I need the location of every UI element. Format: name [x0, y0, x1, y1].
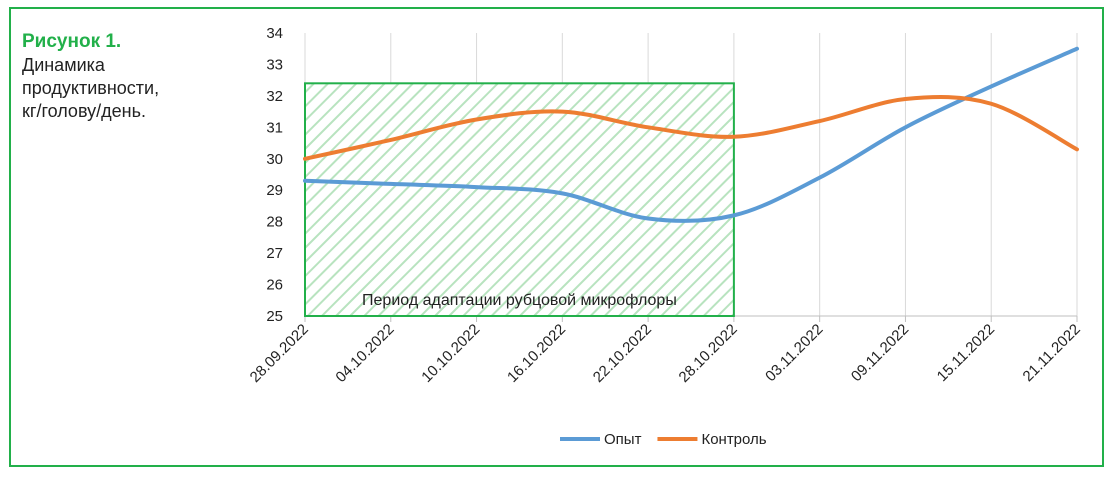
y-tick-label: 30 — [266, 151, 283, 168]
highlight-region — [304, 82, 735, 317]
y-tick-label: 33 — [266, 56, 283, 73]
x-tick-label: 04.10.2022 — [332, 321, 397, 386]
x-tick-label: 10.10.2022 — [418, 321, 483, 386]
figure-label: Рисунок 1. — [22, 31, 121, 52]
plot: 28.09.2022 04.10.2022 10.10.2022 16.10.2022… — [247, 25, 1084, 448]
x-tick-label: 22.10.2022 — [590, 321, 655, 386]
y-tick-label: 28 — [266, 214, 283, 231]
caption-line: продуктивности, — [22, 78, 159, 98]
caption-line: кг/голову/день. — [22, 101, 146, 121]
caption-line: Динамика — [22, 55, 106, 75]
frame — [9, 7, 1104, 467]
x-tick-label: 28.10.2022 — [676, 321, 741, 386]
y-tick-label: 31 — [266, 119, 283, 136]
highlight-label: Период адаптации рубцовой микрофлоры — [362, 292, 677, 309]
x-tick-label: 03.11.2022 — [762, 321, 826, 385]
y-tick-label: 27 — [266, 245, 283, 262]
y-tick-label: 29 — [266, 182, 283, 199]
x-tick-label: 15.11.2022 — [934, 321, 998, 385]
x-tick-label: 28.09.2022 — [247, 321, 312, 386]
y-tick-label: 32 — [266, 88, 283, 105]
x-tick-label: 21.11.2022 — [1020, 321, 1084, 385]
series-line — [303, 95, 1079, 161]
x-tick-label: 09.11.2022 — [848, 321, 912, 385]
x-tick-label: 16.10.2022 — [504, 321, 569, 386]
y-tick-label: 25 — [266, 308, 283, 325]
series-line — [303, 46, 1079, 223]
legend-label: Опыт — [604, 431, 642, 448]
y-tick-label: 26 — [266, 277, 283, 294]
y-tick-label: 34 — [266, 25, 283, 42]
legend-label: Контроль — [701, 431, 766, 448]
